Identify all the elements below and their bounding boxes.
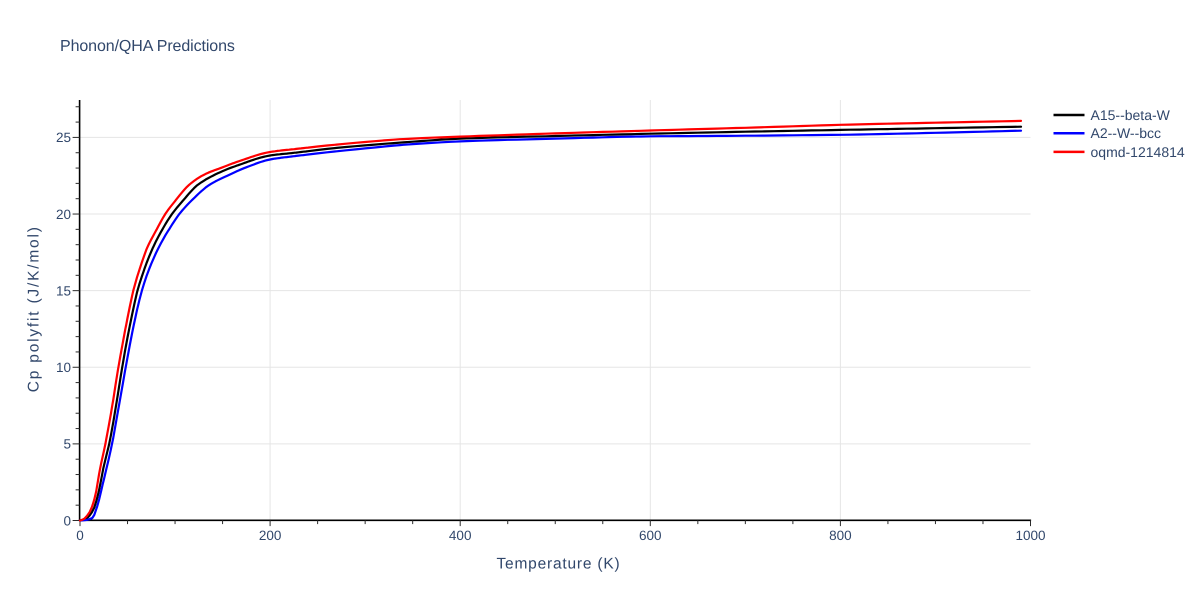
svg-text:15: 15 — [56, 283, 71, 298]
svg-text:A15--beta-W: A15--beta-W — [1091, 107, 1171, 123]
svg-text:10: 10 — [56, 360, 71, 375]
svg-text:Temperature (K): Temperature (K) — [497, 556, 621, 573]
svg-text:Cp polyfit (J/K/mol): Cp polyfit (J/K/mol) — [25, 225, 42, 392]
svg-text:800: 800 — [829, 528, 852, 543]
svg-text:5: 5 — [63, 437, 71, 452]
svg-text:400: 400 — [449, 528, 472, 543]
svg-text:0: 0 — [76, 528, 84, 543]
svg-text:200: 200 — [259, 528, 282, 543]
svg-text:Phonon/QHA Predictions: Phonon/QHA Predictions — [60, 38, 235, 55]
svg-text:1000: 1000 — [1015, 528, 1045, 543]
svg-text:0: 0 — [63, 513, 71, 528]
svg-text:20: 20 — [56, 207, 71, 222]
svg-text:oqmd-1214814: oqmd-1214814 — [1091, 144, 1185, 160]
svg-text:A2--W--bcc: A2--W--bcc — [1091, 125, 1162, 141]
svg-text:600: 600 — [639, 528, 662, 543]
svg-text:25: 25 — [56, 130, 71, 145]
